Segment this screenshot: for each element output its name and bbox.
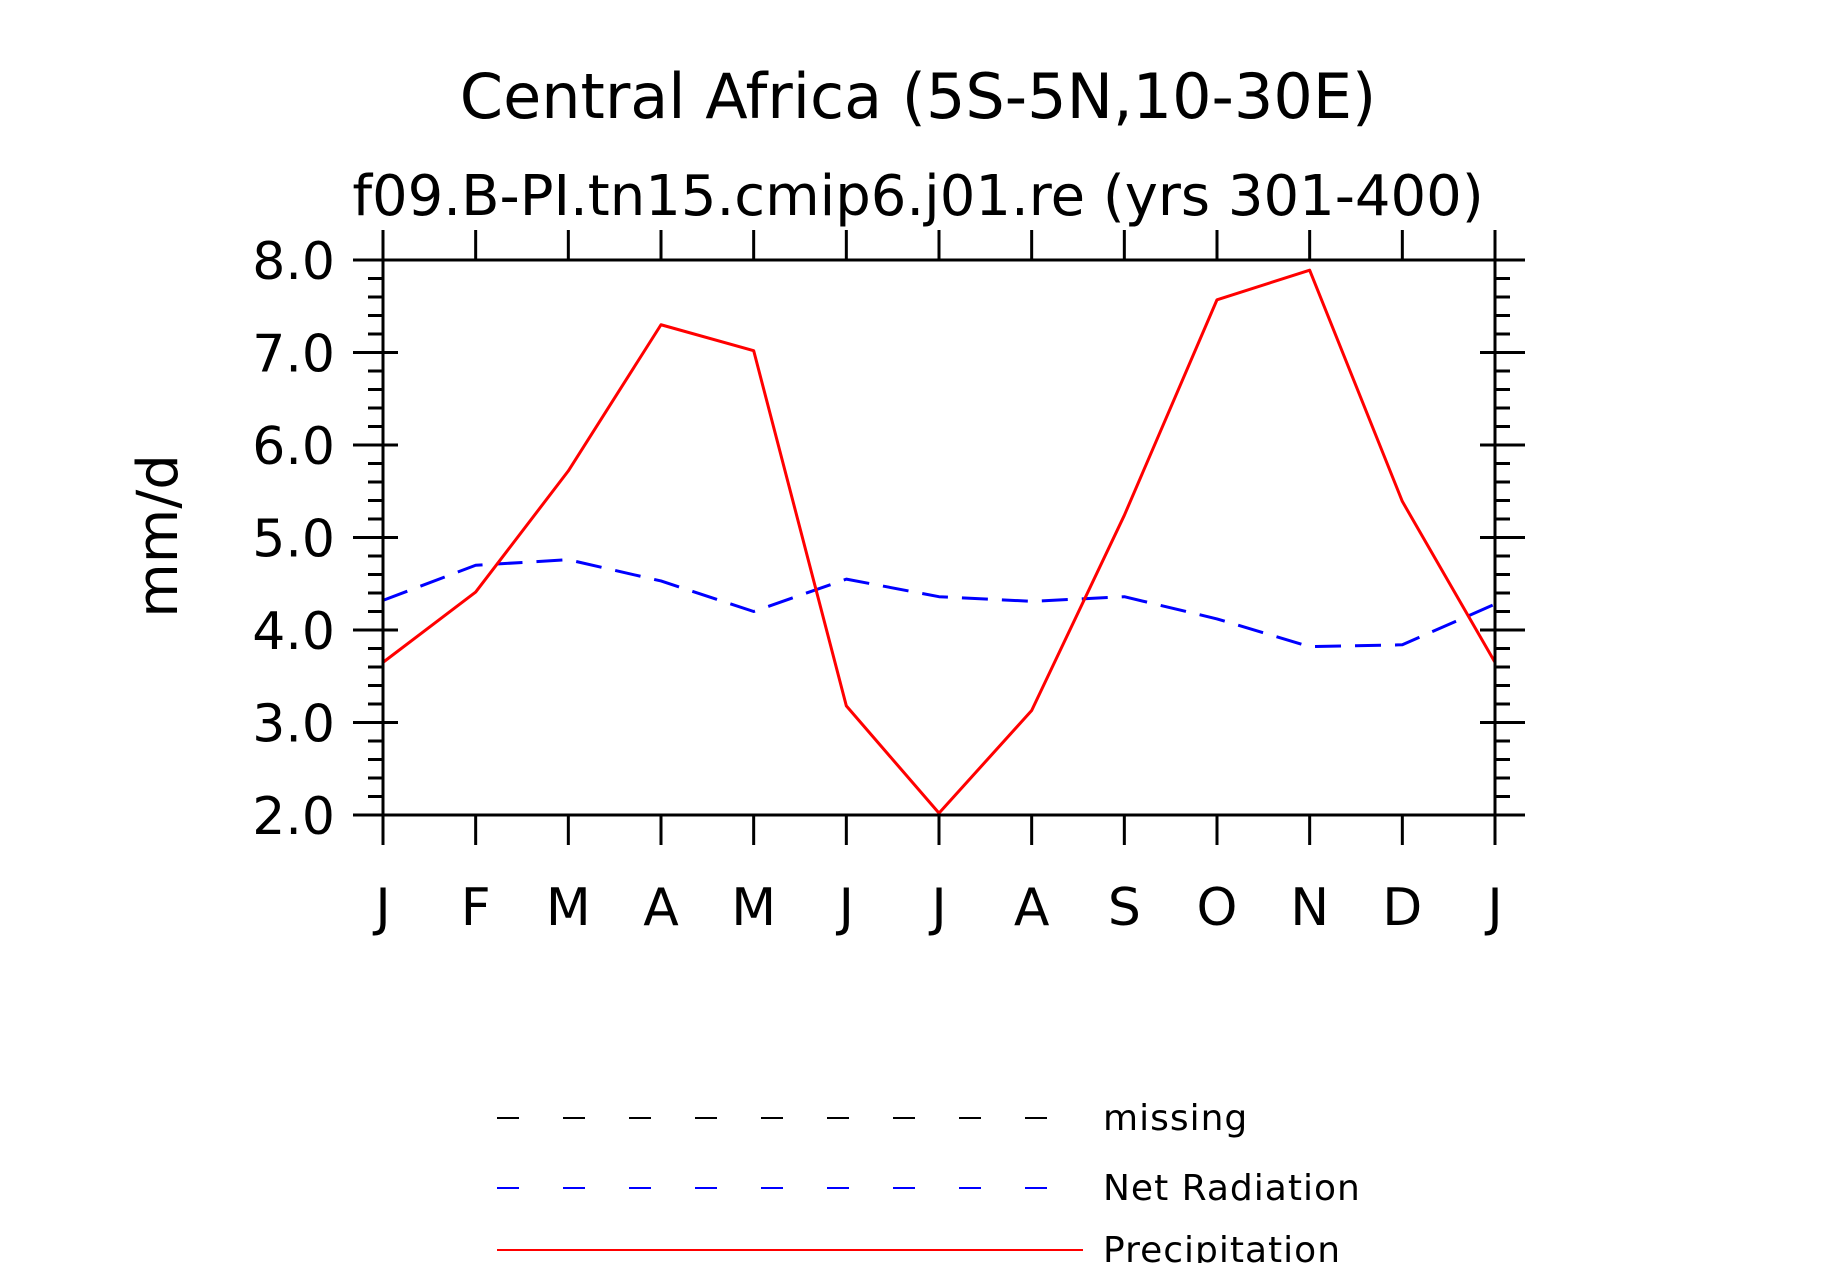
y-axis-label: mm/d (126, 454, 191, 618)
y-tick-label: 2.0 (252, 787, 335, 847)
y-tick-label: 4.0 (252, 602, 335, 662)
y-tick-label: 3.0 (252, 695, 335, 755)
legend: missing Net Radiation Precipitation (497, 1098, 1361, 1263)
legend-label-missing: missing (1103, 1098, 1248, 1139)
axis-ticks (353, 230, 1525, 845)
x-tick-label: A (643, 878, 679, 938)
legend-label-net-radiation: Net Radiation (1103, 1168, 1361, 1209)
x-tick-label: N (1290, 878, 1329, 938)
x-tick-label: O (1197, 878, 1238, 938)
x-tick-label: M (731, 878, 776, 938)
y-tick-label: 6.0 (252, 417, 335, 477)
plot-frame (381, 258, 1497, 817)
x-tick-label: D (1382, 878, 1422, 938)
y-tick-label: 8.0 (252, 232, 335, 292)
series-line-net-radiation (382, 558, 1496, 649)
x-tick-label: J (1484, 878, 1502, 938)
series-line-precipitation (382, 268, 1497, 815)
x-tick-label: S (1108, 878, 1141, 938)
x-tick-label: A (1014, 878, 1050, 938)
x-tick-label: J (372, 878, 390, 938)
y-tick-label: 5.0 (252, 510, 335, 570)
x-tick-label: M (546, 878, 591, 938)
chart-title: Central Africa (5S-5N,10-30E) (460, 60, 1376, 133)
x-tick-label: F (461, 878, 491, 938)
y-tick-labels: 2.0 3.0 4.0 5.0 6.0 7.0 8.0 (252, 232, 335, 847)
series-lines (382, 268, 1497, 815)
x-tick-label: J (836, 878, 854, 938)
y-tick-label: 7.0 (252, 325, 335, 385)
legend-label-precipitation: Precipitation (1103, 1230, 1341, 1263)
chart-subtitle: f09.B-PI.tn15.cmip6.j01.re (yrs 301-400) (352, 164, 1483, 229)
x-tick-label: J (928, 878, 946, 938)
